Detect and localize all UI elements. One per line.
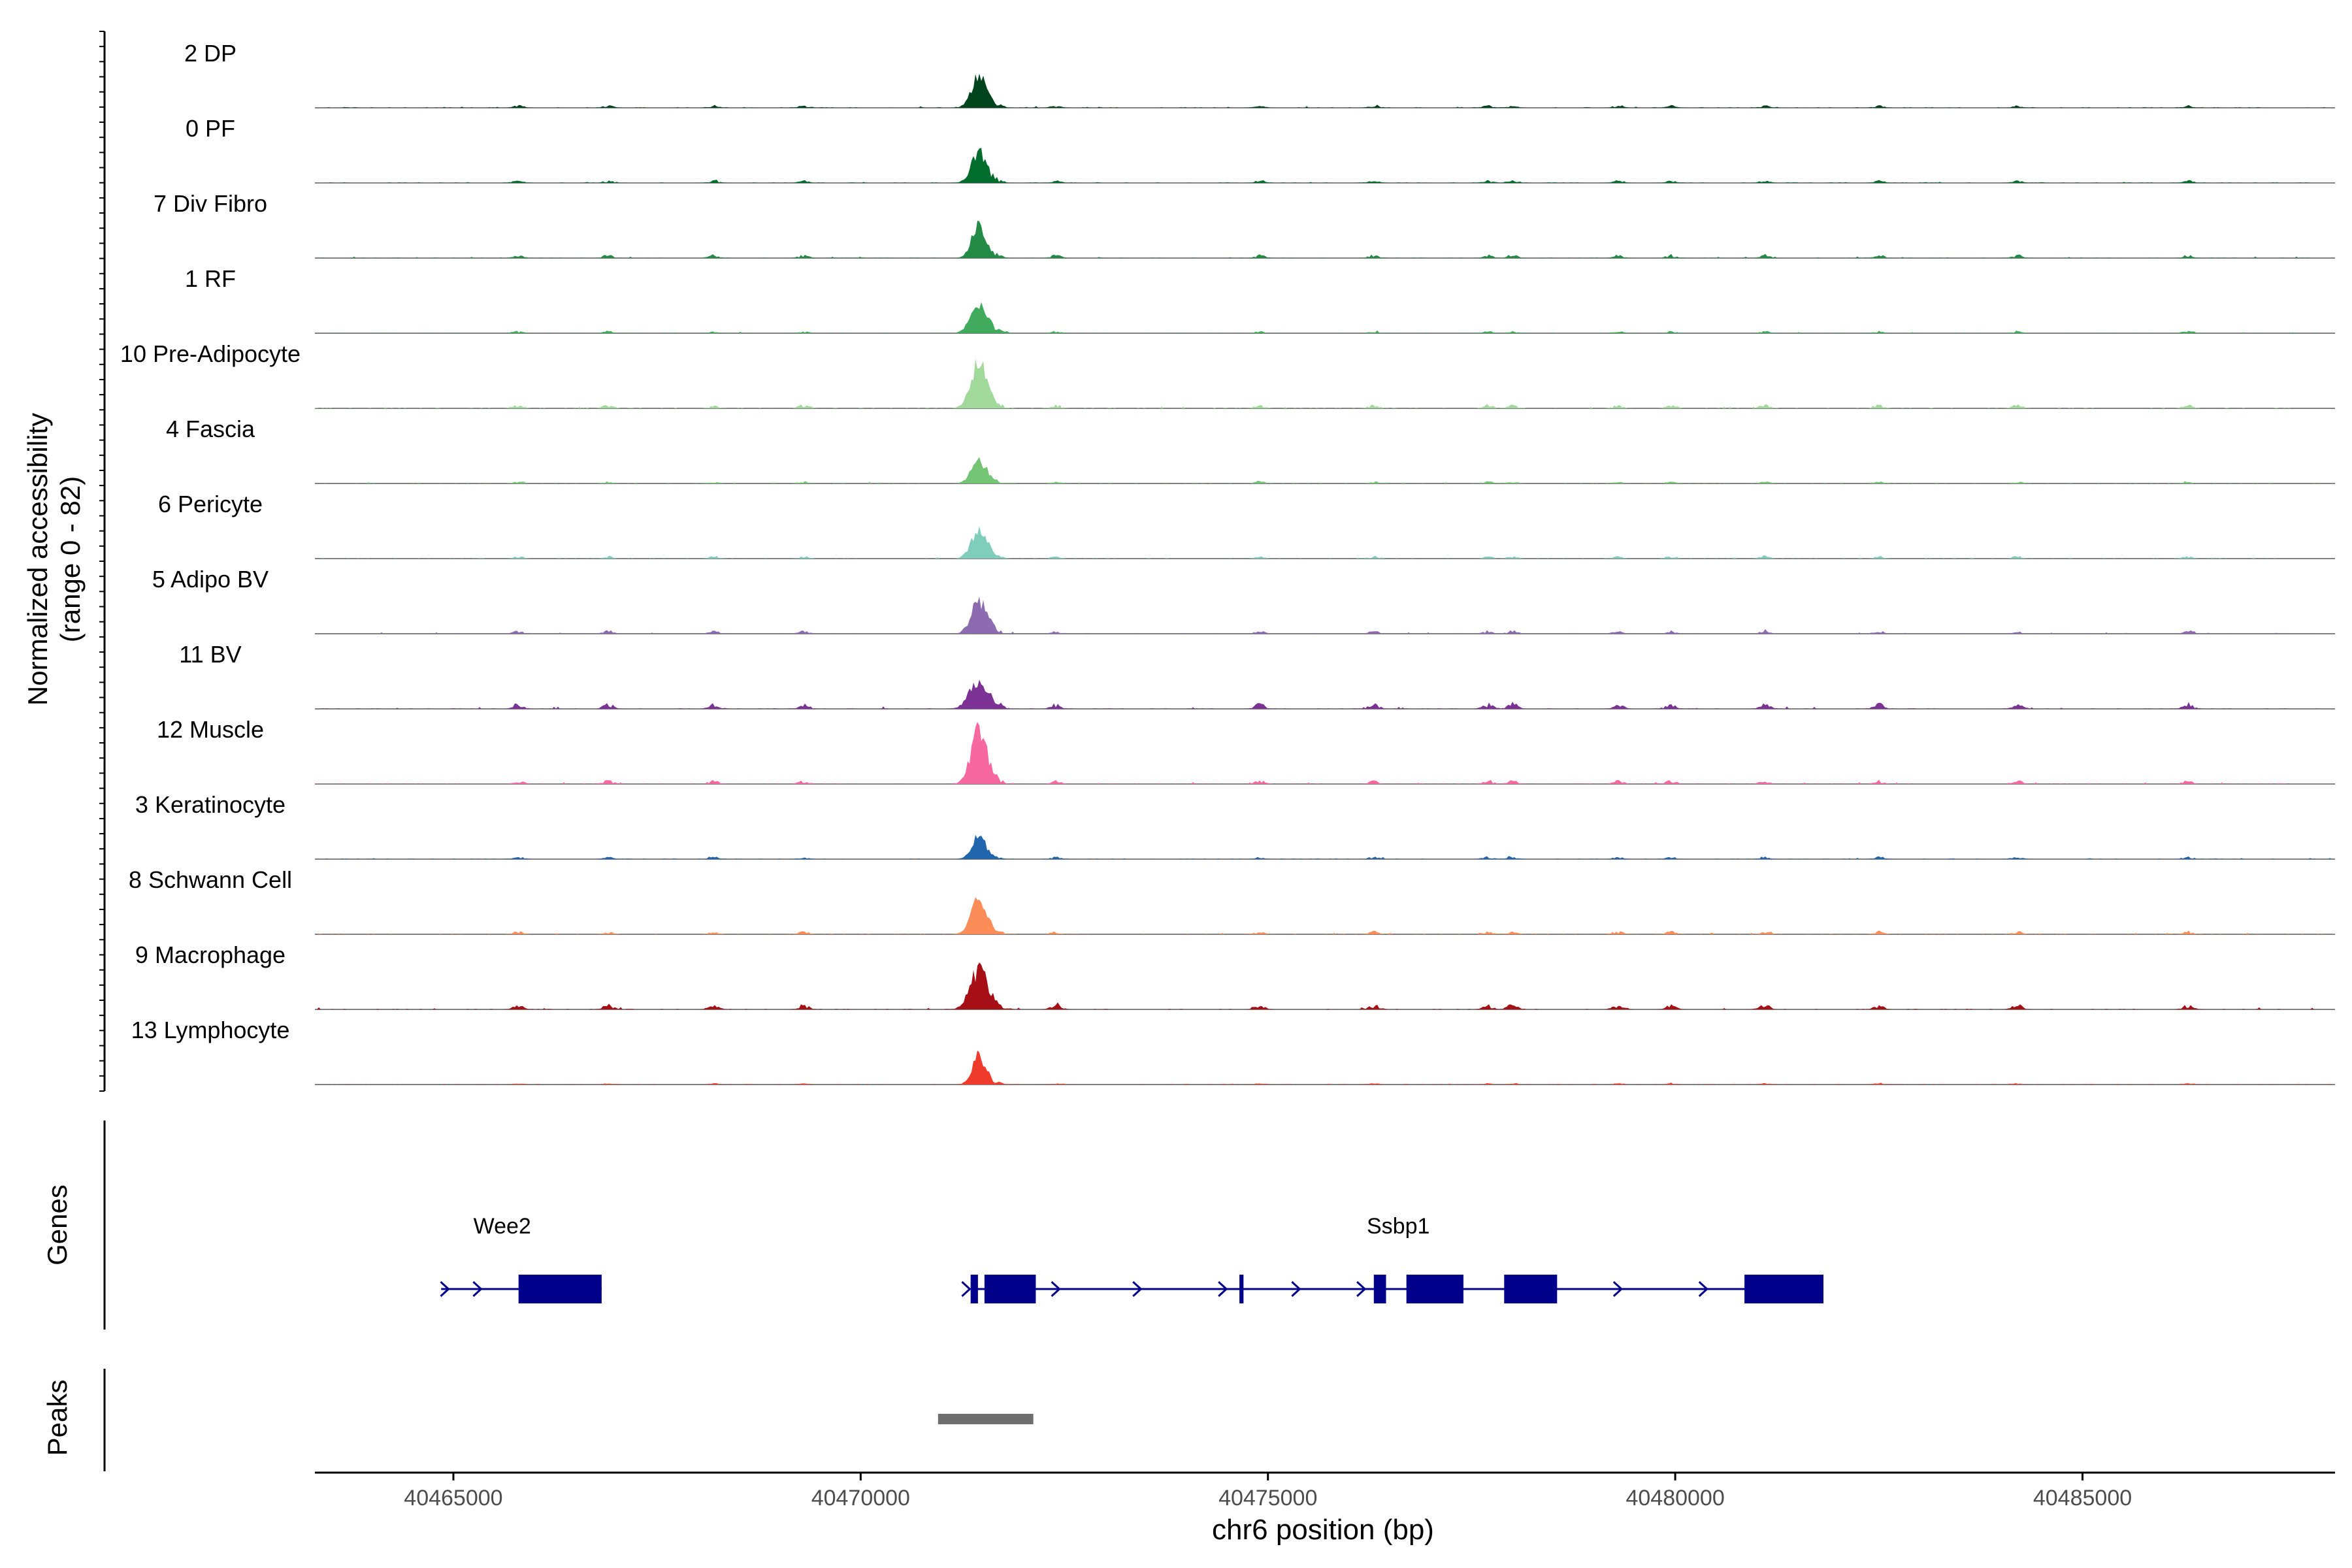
gene-exon [970,1275,978,1303]
coverage-track: 7 Div Fibro [154,190,2335,259]
track-label: 8 Schwann Cell [129,866,292,893]
track-label: 12 Muscle [157,716,264,743]
x-tick-label: 40475000 [1218,1486,1317,1511]
x-axis-title: chr6 position (bp) [1212,1514,1434,1546]
track-label: 5 Adipo BV [152,566,269,593]
track-label: 6 Pericyte [158,491,263,517]
genes-panel-label: Genes [42,1184,73,1266]
strand-arrow [1612,1281,1624,1298]
strand-arrow [961,1281,972,1298]
coverage-track: 13 Lymphocyte [131,1017,2335,1085]
gene-exon [1373,1275,1386,1303]
gene-exon [1406,1275,1463,1303]
strand-arrow [472,1281,483,1298]
coverage-track: 1 RF [185,265,2335,334]
gene-model: Ssbp1 [961,1214,1824,1303]
x-tick-label: 40470000 [811,1486,910,1511]
peak-region [938,1414,1034,1424]
coverage-tracks: 2 DP 0 PF 7 Div Fibro 1 RF 10 Pre-Adipocyte 4… [99,31,2335,1092]
gene-exon [1744,1275,1824,1303]
peak-track [103,1369,1034,1471]
y-axis-label: Normalized accessibility [22,413,53,706]
track-label: 10 Pre-Adipocyte [120,340,301,367]
coverage-track: 3 Keratinocyte [135,791,2335,860]
strand-arrow [1356,1281,1367,1298]
strand-arrow [1218,1281,1228,1298]
track-label: 1 RF [185,265,236,292]
coverage-track: 9 Macrophage [135,941,2335,1010]
coverage-track: 10 Pre-Adipocyte [120,340,2335,409]
track-label: 2 DP [184,40,237,67]
gene-name-label: Wee2 [474,1214,531,1239]
x-tick-label: 40480000 [1625,1486,1724,1511]
x-tick-label: 40485000 [2033,1486,2132,1511]
track-label: 11 BV [179,641,241,668]
track-label: 3 Keratinocyte [135,791,286,818]
track-label: 0 PF [186,115,235,142]
coverage-track: 8 Schwann Cell [129,866,2335,935]
track-label: 13 Lymphocyte [131,1017,290,1043]
gene-annotation-track: Wee2 Ssbp1 [103,1120,1824,1330]
y-axis-range-label: (range 0 - 82) [55,476,86,642]
strand-arrow [1291,1281,1301,1298]
gene-exon [984,1275,1036,1303]
peaks-panel-label: Peaks [42,1380,73,1456]
coverage-track: 5 Adipo BV [152,566,2335,634]
gene-model: Wee2 [440,1214,602,1303]
strand-arrow [1698,1281,1708,1298]
coverage-track: 11 BV [179,641,2335,710]
gene-name-label: Ssbp1 [1367,1214,1429,1239]
coverage-track: 4 Fascia [166,416,2335,484]
coverage-track: 0 PF [186,115,2335,184]
strand-arrow [1132,1281,1143,1298]
track-label: 9 Macrophage [135,941,286,968]
x-axis: 40465000 40470000 40475000 40480000 40485000 [315,1471,2335,1511]
coverage-track: 12 Muscle [157,716,2335,785]
strand-arrow [1051,1281,1061,1298]
gene-exon [518,1275,602,1303]
track-label: 7 Div Fibro [154,190,267,217]
x-tick-label: 40465000 [404,1486,502,1511]
coverage-area [315,679,2335,709]
track-label: 4 Fascia [166,416,255,442]
coverage-track: 6 Pericyte [158,491,2335,559]
strand-arrow [440,1281,450,1298]
gene-exon [1504,1275,1558,1303]
gene-exon [1239,1275,1244,1303]
coverage-track: 2 DP [184,40,2335,108]
